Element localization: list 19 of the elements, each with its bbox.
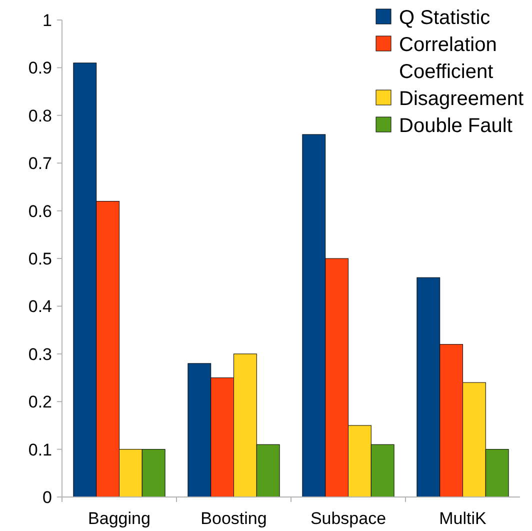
- legend-label: Correlation Coefficient: [399, 34, 497, 83]
- y-tick-label: 0.9: [28, 58, 52, 78]
- y-tick-label: 0.5: [28, 249, 52, 268]
- x-tick-label: Subspace: [310, 509, 386, 528]
- x-tick-label: MultiK: [439, 509, 488, 528]
- legend-label: Disagreement: [399, 88, 524, 110]
- y-tick-label: 0.3: [28, 344, 52, 364]
- x-tick-label: Boosting: [200, 509, 267, 528]
- x-tick-label: Bagging: [88, 509, 150, 528]
- y-tick-label: 0.4: [28, 297, 52, 316]
- y-tick-label: 0.2: [28, 392, 52, 412]
- y-tick-label: 0.6: [28, 202, 52, 221]
- legend-label: Q Statistic: [399, 7, 490, 29]
- legend-label: Double Fault: [399, 115, 513, 137]
- y-tick-label: 1: [42, 10, 52, 30]
- y-tick-label: 0.7: [28, 154, 52, 174]
- y-tick-label: 0.1: [28, 440, 52, 460]
- y-tick-label: 0: [42, 488, 52, 507]
- y-tick-label: 0.8: [28, 106, 52, 126]
